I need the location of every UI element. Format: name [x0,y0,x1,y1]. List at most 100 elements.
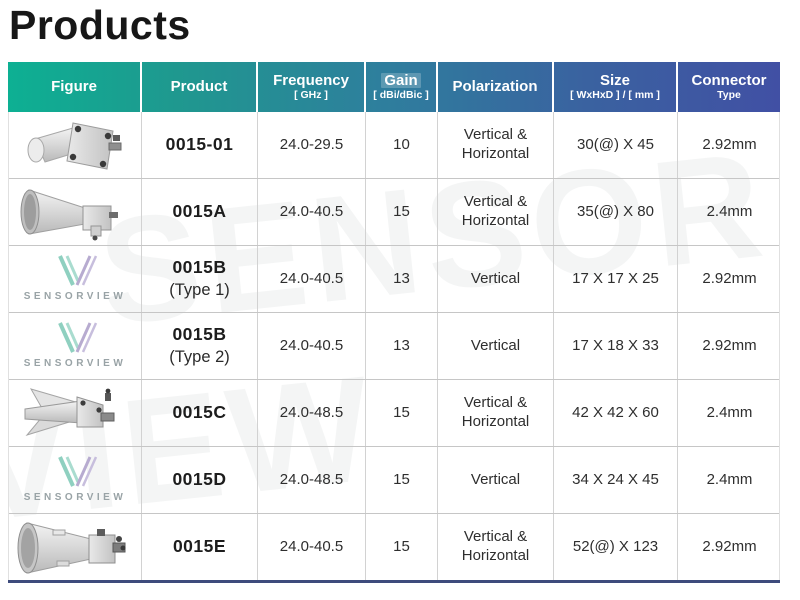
size-cell: 42 X 42 X 60 [553,380,677,446]
product-note: (Type 1) [169,281,230,300]
size-cell: 52(@) X 123 [553,514,677,580]
product-name: 0015E [172,535,227,556]
table-header-row: Figure Product Frequency [ GHz ] Gain [ … [8,62,780,112]
figure-cell: SENSORVIEW [9,447,141,513]
column-header-label: Connector [691,71,767,89]
size-cell: 35(@) X 80 [553,179,677,245]
table-body: SENSOR VIEW [8,112,780,580]
product-name: 0015C [172,401,227,422]
sensorview-logo: SENSORVIEW [23,254,127,304]
gain-cell: 15 [365,380,437,446]
product-cell: 0015E [141,514,257,580]
frequency-cell: 24.0-40.5 [257,246,365,312]
sensorview-logo-mark [58,455,98,487]
product-cell: 0015A [141,179,257,245]
product-cell: 0015-01 [141,112,257,178]
connector-cell: 2.4mm [677,179,781,245]
sensorview-logo: SENSORVIEW [23,321,127,371]
product-cell: 0015D [141,447,257,513]
table-row: 0015-01 24.0-29.5 10 Vertical & Horizont… [9,112,779,179]
connector-cell: 2.92mm [677,514,781,580]
product-name: 0015B [172,257,227,278]
figure-cell [9,112,141,178]
gain-cell: 10 [365,112,437,178]
table-row: SENSORVIEW 0015B (Type 1) 24.0-40.5 13 V… [9,246,779,313]
frequency-cell: 24.0-40.5 [257,514,365,580]
gain-cell: 13 [365,246,437,312]
column-header-unit: [ WxHxD ] / [ mm ] [570,89,660,102]
polarization-cell: Vertical & Horizontal [437,514,553,580]
polarization-cell: Vertical & Horizontal [437,380,553,446]
polarization-cell: Vertical & Horizontal [437,112,553,178]
column-header-unit: [ GHz ] [294,89,328,102]
column-header-label: Frequency [273,71,349,89]
conical-horn-antenna-photo [17,522,126,574]
connector-cell: 2.4mm [677,380,781,446]
table-row: SENSORVIEW 0015D 24.0-48.5 15 Vertical 3… [9,447,779,514]
connector-cell: 2.92mm [677,112,781,178]
connector-cell: 2.92mm [677,313,781,379]
size-cell: 17 X 18 X 33 [553,313,677,379]
size-cell: 30(@) X 45 [553,112,677,178]
size-cell: 17 X 17 X 25 [553,246,677,312]
flanged-horn-antenna-photo [27,122,122,170]
sensorview-logo: SENSORVIEW [23,455,127,505]
column-header-figure: Figure [8,62,140,112]
frequency-cell: 24.0-40.5 [257,179,365,245]
column-header-connector: Connector Type [676,62,780,112]
figure-cell [9,380,141,446]
pyramidal-horn-antenna-photo [24,388,115,436]
product-name: 0015B [172,324,227,345]
product-name: 0015D [172,468,227,489]
column-header-frequency: Frequency [ GHz ] [256,62,364,112]
gain-cell: 15 [365,447,437,513]
column-header-product: Product [140,62,256,112]
product-name: 0015A [172,200,227,221]
figure-cell: SENSORVIEW [9,313,141,379]
frequency-cell: 24.0-48.5 [257,380,365,446]
frequency-cell: 24.0-48.5 [257,447,365,513]
figure-cell [9,514,141,580]
gain-cell: 15 [365,179,437,245]
frequency-cell: 24.0-29.5 [257,112,365,178]
column-header-label: Size [599,71,630,89]
table-row: 0015E 24.0-40.5 15 Vertical & Horizontal… [9,514,779,580]
sensorview-logo-text: SENSORVIEW [23,491,127,503]
product-note: (Type 2) [169,348,230,367]
figure-cell: SENSORVIEW [9,246,141,312]
products-table: Figure Product Frequency [ GHz ] Gain [ … [8,62,780,583]
gain-cell: 13 [365,313,437,379]
size-cell: 34 X 24 X 45 [553,447,677,513]
column-header-label: Polarization [452,78,538,96]
polarization-cell: Vertical [437,313,553,379]
gain-cell: 15 [365,514,437,580]
product-cell: 0015B (Type 2) [141,313,257,379]
column-header-polarization: Polarization [436,62,552,112]
page-title: Products [9,2,191,48]
sensorview-logo-mark [58,254,98,286]
sensorview-logo-mark [58,321,98,353]
column-header-size: Size [ WxHxD ] / [ mm ] [552,62,676,112]
polarization-cell: Vertical & Horizontal [437,179,553,245]
polarization-cell: Vertical [437,246,553,312]
product-name: 0015-01 [165,133,234,154]
column-header-label: Figure [51,78,97,96]
product-cell: 0015C [141,380,257,446]
product-cell: 0015B (Type 1) [141,246,257,312]
figure-cell [9,179,141,245]
table-row: SENSORVIEW 0015B (Type 2) 24.0-40.5 13 V… [9,313,779,380]
polarization-cell: Vertical [437,447,553,513]
frequency-cell: 24.0-40.5 [257,313,365,379]
table-row: 0015A 24.0-40.5 15 Vertical & Horizontal… [9,179,779,246]
connector-cell: 2.4mm [677,447,781,513]
column-header-label: Gain [381,72,421,89]
table-row: 0015C 24.0-48.5 15 Vertical & Horizontal… [9,380,779,447]
column-header-gain: Gain [ dBi/dBic ] [364,62,436,112]
column-header-unit: [ dBi/dBic ] [373,89,429,102]
connector-cell: 2.92mm [677,246,781,312]
column-header-label: Product [170,78,228,96]
column-header-unit: Type [717,89,741,102]
sensorview-logo-text: SENSORVIEW [23,357,127,369]
sensorview-logo-text: SENSORVIEW [23,290,127,302]
conical-horn-antenna-photo [20,189,118,241]
